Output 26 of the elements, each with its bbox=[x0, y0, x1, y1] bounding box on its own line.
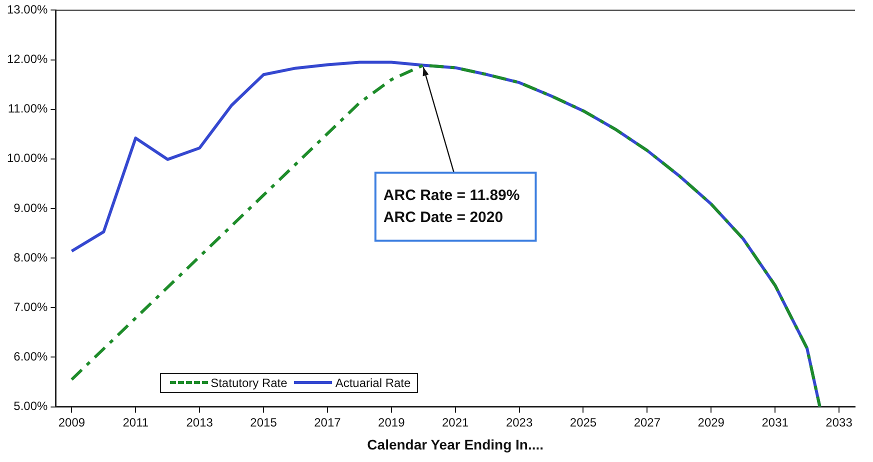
x-tick-label: 2017 bbox=[314, 415, 342, 430]
x-tick-label: 2031 bbox=[762, 415, 789, 430]
y-tick-label: 6.00% bbox=[14, 350, 48, 364]
y-tick-label: 7.00% bbox=[14, 300, 48, 314]
x-tick-label: 2025 bbox=[570, 415, 597, 430]
x-tick-label: 2013 bbox=[186, 415, 214, 430]
x-tick-label: 2009 bbox=[58, 415, 86, 430]
y-tick-label: 12.00% bbox=[6, 52, 48, 66]
annotation: ARC Rate = 11.89% ARC Date = 2020 bbox=[383, 186, 520, 226]
y-tick-label: 9.00% bbox=[14, 200, 48, 215]
x-tick-label: 2027 bbox=[634, 415, 661, 430]
x-tick-label: 2021 bbox=[442, 415, 470, 430]
x-tick-label: 2029 bbox=[698, 415, 725, 430]
y-tick-label: 8.00% bbox=[14, 250, 48, 264]
legend-label: Actuarial Rate bbox=[335, 376, 411, 390]
y-tick-label: 11.00% bbox=[8, 102, 48, 116]
x-axis-title: Calendar Year Ending In.... bbox=[367, 436, 544, 452]
x-tick-label: 2023 bbox=[506, 415, 533, 430]
legend-label: Statutory Rate bbox=[210, 376, 288, 390]
y-tick-label: 13.00% bbox=[6, 2, 48, 17]
x-tick-label: 2019 bbox=[378, 415, 406, 430]
x-tick-label: 2033 bbox=[826, 415, 853, 430]
y-tick-label: 10.00% bbox=[6, 151, 48, 166]
y-tick-label: 5.00% bbox=[14, 399, 48, 414]
x-tick-label: 2015 bbox=[250, 415, 278, 430]
x-tick-label: 2011 bbox=[122, 415, 149, 430]
